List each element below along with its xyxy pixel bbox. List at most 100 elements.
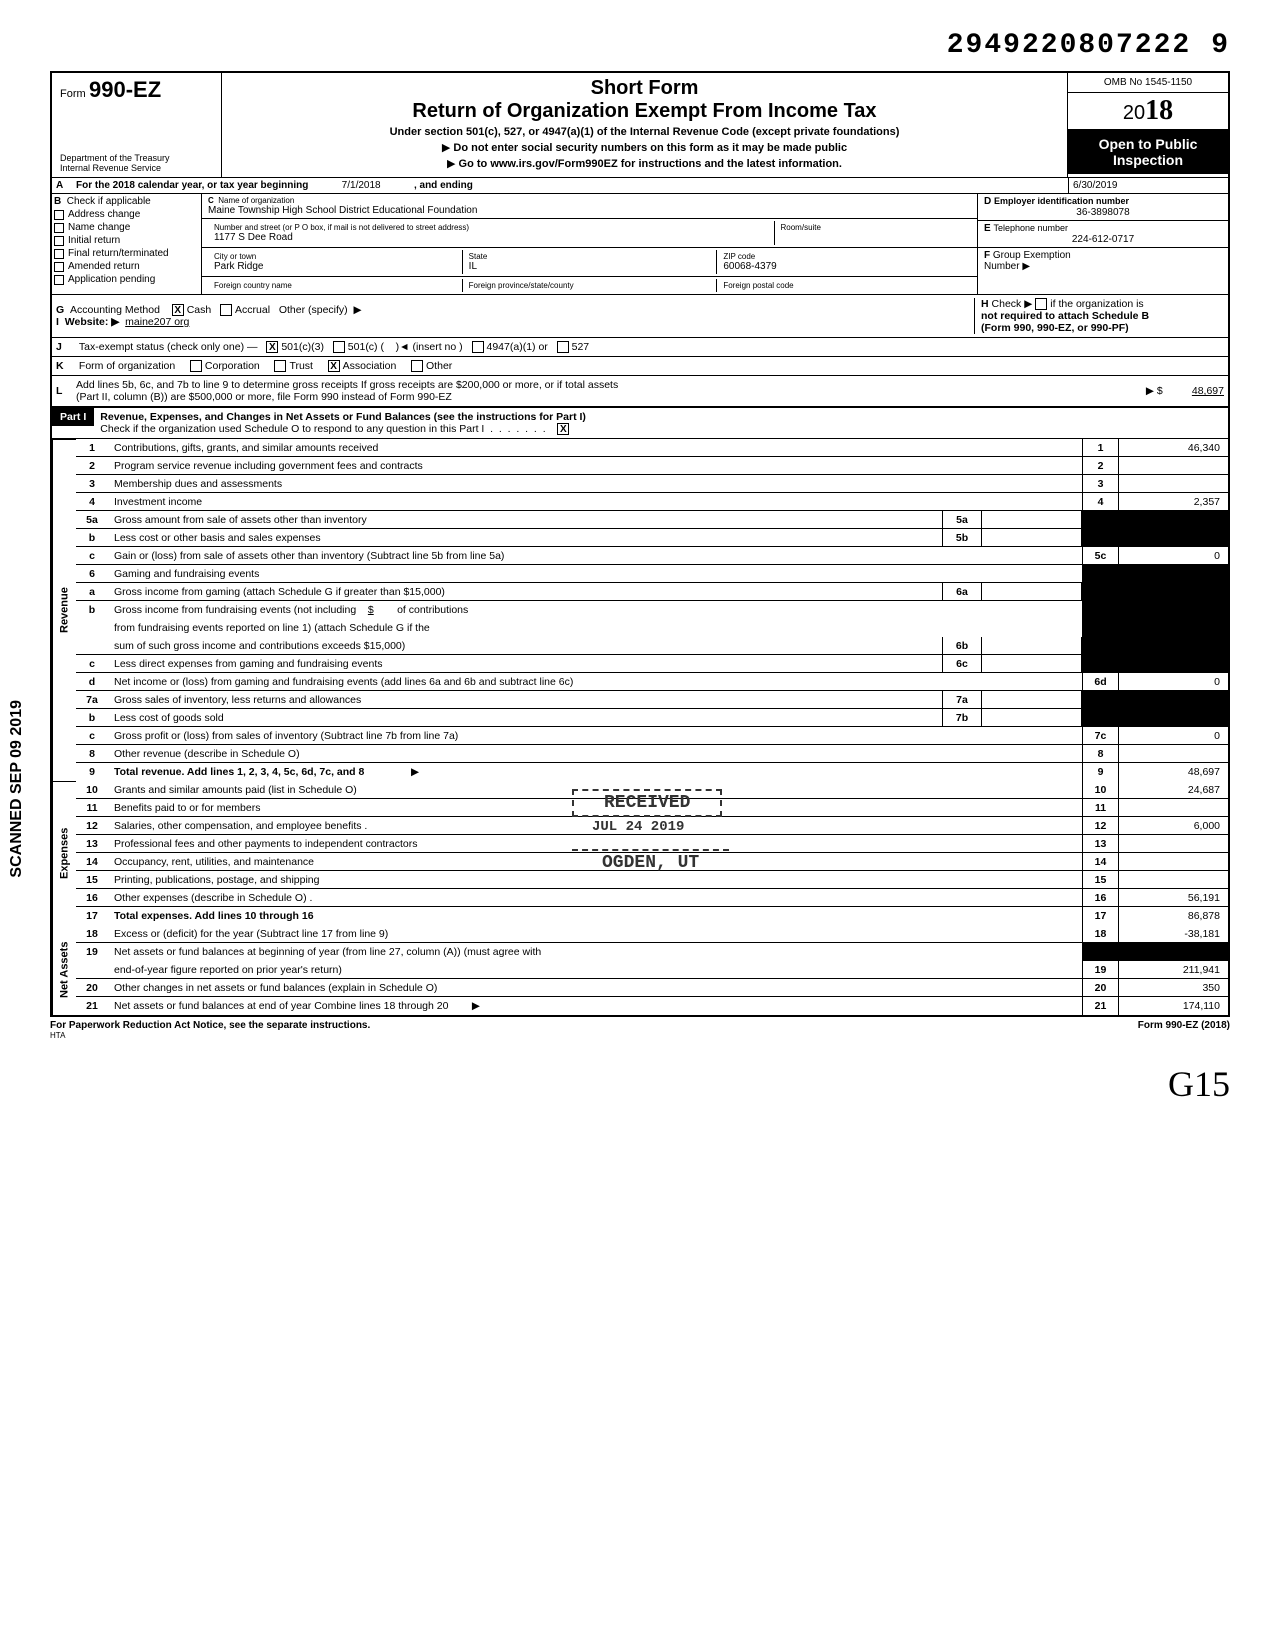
col-num: 7c [1082,727,1118,744]
corp-label: Corporation [205,360,260,372]
trust-checkbox[interactable] [274,360,286,372]
footer-right: Form 990-EZ (2018) [1138,1020,1230,1040]
line-num: c [76,547,108,564]
line-num: c [76,727,108,744]
line-desc: Excess or (deficit) for the year (Subtra… [108,925,1082,942]
ein-label: Employer identification number [994,196,1129,206]
4947-checkbox[interactable] [472,341,484,353]
col-num: 18 [1082,925,1118,942]
table-row: 12Salaries, other compensation, and empl… [76,817,1228,835]
table-row: 11Benefits paid to or for members11 [76,799,1228,817]
col-val: 6,000 [1118,817,1228,834]
form-header-left: Form 990-EZ Department of the Treasury I… [52,73,222,177]
inner-val [982,511,1082,528]
form-header: Form 990-EZ Department of the Treasury I… [50,71,1230,177]
line-desc: Less cost or other basis and sales expen… [108,529,942,546]
col-num-shaded [1082,601,1118,619]
line-num: 3 [76,475,108,492]
l-label: L [56,385,76,397]
other-org-label: Other [426,360,452,372]
check-amended[interactable]: Amended return [54,261,199,272]
col-num-shaded [1082,655,1118,672]
revenue-side-label: Revenue [52,439,76,781]
footer-hta: HTA [50,1031,370,1040]
check-label: Application pending [68,274,155,285]
group-exemption-number: Number ▶ [984,261,1222,272]
table-row: 17Total expenses. Add lines 10 through 1… [76,907,1228,925]
footer: For Paperwork Reduction Act Notice, see … [50,1017,1230,1043]
line-num: 5a [76,511,108,528]
footer-left: For Paperwork Reduction Act Notice, see … [50,1020,370,1031]
col-val: 0 [1118,547,1228,564]
line-num [76,961,108,978]
form-subsection: Under section 501(c), 527, or 4947(a)(1)… [232,126,1057,138]
form-header-right: OMB No 1545-1150 20201818 Open to Public… [1068,73,1228,177]
h-checkbox[interactable] [1035,298,1047,310]
line-num [76,637,108,654]
line-desc: Membership dues and assessments [108,475,1082,492]
other-org-checkbox[interactable] [411,360,423,372]
527-checkbox[interactable] [557,341,569,353]
check-label: Amended return [68,261,140,272]
col-num-shaded [1082,619,1118,637]
line-num [76,619,108,637]
col-num: 6d [1082,673,1118,690]
501c3-checkbox[interactable]: X [266,341,278,353]
cash-checkbox[interactable]: X [172,304,184,316]
line-desc: Professional fees and other payments to … [108,835,1082,852]
check-final-return[interactable]: Final return/terminated [54,248,199,259]
col-val-shaded [1118,583,1228,600]
check-label: Name change [68,222,130,233]
col-num: 2 [1082,457,1118,474]
line-num: 19 [76,943,108,961]
col-num: 16 [1082,889,1118,906]
table-row: 20Other changes in net assets or fund ba… [76,979,1228,997]
corp-checkbox[interactable] [190,360,202,372]
line-desc: Benefits paid to or for members [108,799,1082,816]
col-b: B Check if applicable Address change Nam… [52,194,202,294]
table-row: end-of-year figure reported on prior yea… [76,961,1228,979]
col-num: 3 [1082,475,1118,492]
line-desc: Program service revenue including govern… [108,457,1082,474]
col-val [1118,457,1228,474]
col-num: 4 [1082,493,1118,510]
check-name-change[interactable]: Name change [54,222,199,233]
h-text2: if the organization is [1050,298,1143,310]
b-label: B [54,196,61,207]
desc-bold: Total expenses. Add lines 10 through 16 [114,910,314,922]
check-pending[interactable]: Application pending [54,274,199,285]
line-desc: Net income or (loss) from gaming and fun… [108,673,1082,690]
check-initial-return[interactable]: Initial return [54,235,199,246]
table-row: 4Investment income42,357 [76,493,1228,511]
table-row: 9Total revenue. Add lines 1, 2, 3, 4, 5c… [76,763,1228,781]
table-row: 2Program service revenue including gover… [76,457,1228,475]
inner-box: 7b [942,709,982,726]
check-label: Initial return [68,235,120,246]
line-num: 8 [76,745,108,762]
col-val: 0 [1118,673,1228,690]
table-row: sum of such gross income and contributio… [76,637,1228,655]
col-num-shaded [1082,565,1118,582]
l-value: 48,697 [1192,385,1224,397]
dept-treasury: Department of the Treasury [60,153,213,163]
assoc-checkbox[interactable]: X [328,360,340,372]
table-row: bGross income from fundraising events (n… [76,601,1228,619]
form-subtitle: Return of Organization Exempt From Incom… [232,100,1057,123]
check-address-change[interactable]: Address change [54,209,199,220]
cash-label: Cash [187,304,212,316]
part1-title: Revenue, Expenses, and Changes in Net As… [100,411,586,423]
line-desc: Gross income from gaming (attach Schedul… [108,583,942,600]
form-org-label: Form of organization [79,360,175,372]
col-val: 46,340 [1118,439,1228,456]
org-address: 1177 S Dee Road [214,232,768,243]
table-row: cLess direct expenses from gaming and fu… [76,655,1228,673]
accrual-checkbox[interactable] [220,304,232,316]
arrow: ▶ [411,766,419,778]
inner-val [982,529,1082,546]
col-val-shaded [1118,511,1228,528]
col-num-shaded [1082,583,1118,600]
501c-checkbox[interactable] [333,341,345,353]
h-label: H [981,298,989,310]
part1-checkbox[interactable]: X [557,423,569,435]
table-row: cGross profit or (loss) from sales of in… [76,727,1228,745]
